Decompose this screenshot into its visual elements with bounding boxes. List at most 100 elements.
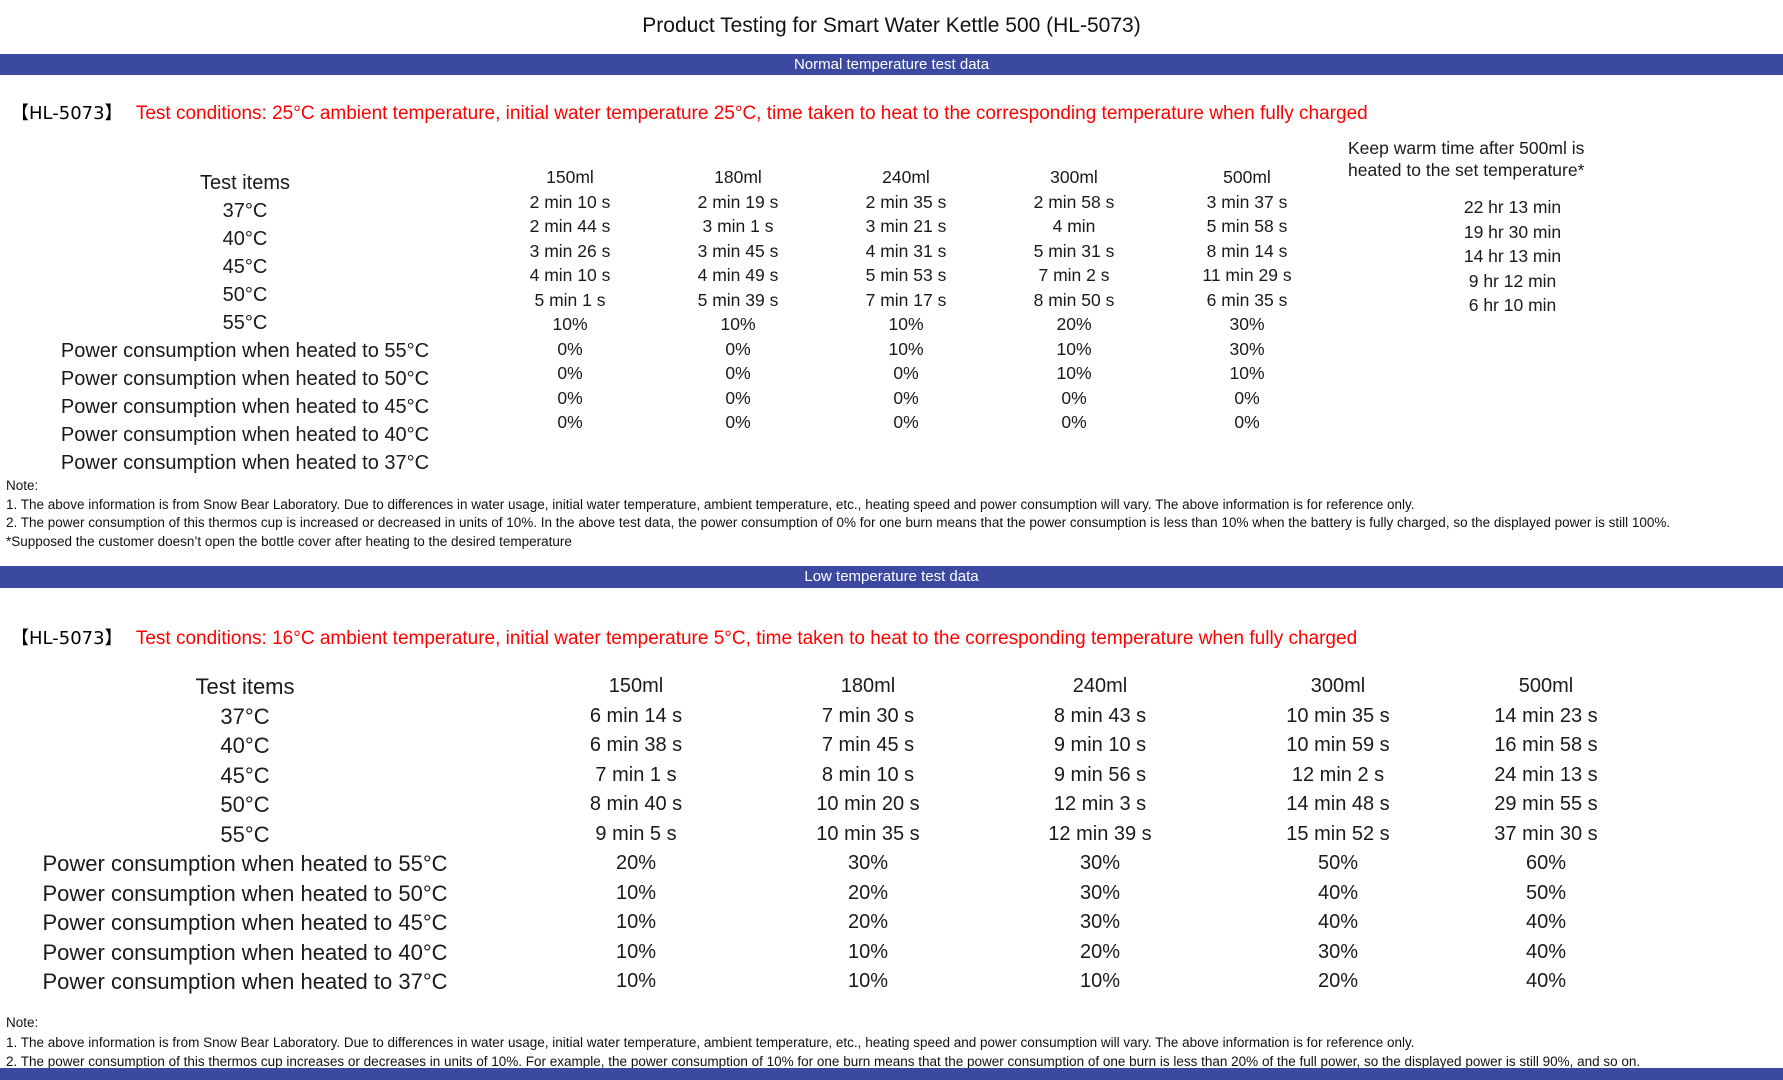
table-cell: 14 min 23 s bbox=[1494, 704, 1598, 727]
keep-warm-values: 22 hr 13 min 19 hr 30 min 14 hr 13 min 9… bbox=[1395, 195, 1630, 318]
page-title: Product Testing for Smart Water Kettle 5… bbox=[642, 14, 1141, 37]
table-cell: 10% bbox=[615, 881, 657, 904]
table2-label-55c: 55°C bbox=[220, 821, 270, 847]
table-cell: 2 min 19 s bbox=[697, 191, 779, 212]
table-cell: 0% bbox=[725, 387, 751, 408]
table-cell: 4 min 10 s bbox=[529, 265, 611, 285]
section1-model-tag: 【HL-5073】 bbox=[11, 103, 123, 124]
table-cell: 6 min 14 s bbox=[589, 704, 683, 727]
section1-conditions-line: 【HL-5073】 Test conditions: 25°C ambient … bbox=[11, 99, 1368, 125]
table-cell: 30% bbox=[1079, 852, 1121, 874]
table1-column-240ml: 240ml 2 min 35 s 3 min 21 s 4 min 31 s 5… bbox=[821, 165, 991, 435]
table1-label-power-55c: Power consumption when heated to 55°C bbox=[60, 340, 430, 362]
table-cell: 0% bbox=[1234, 412, 1260, 432]
table-cell: 10 min 35 s bbox=[1286, 704, 1390, 727]
table1-label-power-40c: Power consumption when heated to 40°C bbox=[60, 424, 430, 446]
table1-label-50c: 50°C bbox=[222, 284, 268, 306]
table-cell: 2 min 35 s bbox=[865, 191, 947, 212]
table-cell: 3 min 1 s bbox=[702, 216, 774, 236]
table-cell: 4 min bbox=[1052, 216, 1096, 236]
table-cell: 6 min 35 s bbox=[1206, 289, 1288, 310]
table-cell: 8 min 10 s bbox=[821, 763, 915, 786]
table-cell: 14 min 48 s bbox=[1286, 793, 1390, 815]
table-cell: 9 min 5 s bbox=[595, 822, 677, 845]
column-header: 150ml bbox=[608, 675, 664, 697]
column-header: 240ml bbox=[882, 167, 930, 187]
table-cell: 40% bbox=[1525, 911, 1567, 933]
table2-label-power-50c: Power consumption when heated to 50°C bbox=[42, 880, 448, 906]
table-cell: 20% bbox=[847, 881, 889, 904]
table1-label-40c: 40°C bbox=[222, 228, 268, 250]
table2-label-50c: 50°C bbox=[220, 792, 270, 817]
table-cell: 11 min 29 s bbox=[1202, 265, 1292, 285]
table2-label-power-40c: Power consumption when heated to 40°C bbox=[42, 939, 448, 965]
table-cell: 20% bbox=[615, 852, 657, 874]
notes-label: Note: bbox=[6, 478, 39, 493]
table-cell: 30% bbox=[847, 852, 889, 874]
table-cell: 10% bbox=[1079, 970, 1121, 992]
table-cell: 8 min 50 s bbox=[1033, 289, 1115, 310]
section2-conditions-line: 【HL-5073】 Test conditions: 16°C ambient … bbox=[11, 624, 1357, 650]
table-cell: 24 min 13 s bbox=[1494, 763, 1598, 786]
table-cell: 2 min 44 s bbox=[529, 216, 611, 236]
table2-column-300ml: 300ml 10 min 35 s 10 min 59 s 12 min 2 s… bbox=[1223, 672, 1453, 997]
table-cell: 10% bbox=[888, 314, 924, 334]
table2-label-40c: 40°C bbox=[220, 733, 270, 758]
table-cell: 0% bbox=[893, 387, 919, 408]
keep-warm-value: 22 hr 13 min bbox=[1463, 197, 1562, 217]
table-cell: 16 min 58 s bbox=[1494, 734, 1598, 756]
table-cell: 12 min 3 s bbox=[1053, 793, 1147, 815]
section2-model-tag: 【HL-5073】 bbox=[11, 628, 123, 649]
table-cell: 2 min 58 s bbox=[1033, 191, 1115, 212]
note-line: 2. The power consumption of this thermos… bbox=[6, 1054, 1641, 1069]
column-header: 240ml bbox=[1072, 675, 1128, 697]
table-cell: 40% bbox=[1525, 970, 1567, 992]
table-cell: 7 min 1 s bbox=[595, 763, 677, 786]
column-header: 180ml bbox=[840, 675, 896, 697]
table-cell: 7 min 30 s bbox=[821, 704, 915, 727]
table-cell: 8 min 14 s bbox=[1206, 240, 1288, 261]
note-line: 1. The above information is from Snow Be… bbox=[6, 496, 1415, 512]
section1-banner: Normal temperature test data bbox=[0, 54, 1783, 75]
table2-label-power-37c: Power consumption when heated to 37°C bbox=[42, 969, 448, 994]
table-cell: 10 min 59 s bbox=[1286, 734, 1390, 756]
table-cell: 10% bbox=[1056, 363, 1092, 383]
table1-row-labels: Test items 37°C 40°C 45°C 50°C 55°C Powe… bbox=[30, 169, 460, 477]
note-line: *Supposed the customer doesn’t open the … bbox=[6, 533, 572, 549]
table-cell: 10 min 35 s bbox=[816, 822, 920, 845]
table-cell: 20% bbox=[847, 911, 889, 933]
table2-row-labels: Test items 37°C 40°C 45°C 50°C 55°C Powe… bbox=[0, 672, 490, 997]
table-cell: 8 min 43 s bbox=[1053, 704, 1147, 727]
table-cell: 60% bbox=[1525, 852, 1567, 874]
keep-warm-header: Keep warm time after 500ml is heated to … bbox=[1348, 137, 1584, 181]
table2-label-power-45c: Power consumption when heated to 45°C bbox=[42, 910, 448, 935]
table-cell: 20% bbox=[1079, 940, 1121, 963]
table-cell: 12 min 39 s bbox=[1048, 822, 1152, 845]
table2-label-37c: 37°C bbox=[220, 703, 270, 729]
column-header: 500ml bbox=[1223, 167, 1271, 187]
table1-label-power-50c: Power consumption when heated to 50°C bbox=[60, 368, 430, 390]
table-cell: 2 min 10 s bbox=[529, 191, 611, 212]
table1-column-180ml: 180ml 2 min 19 s 3 min 1 s 3 min 45 s 4 … bbox=[653, 165, 823, 435]
table-cell: 0% bbox=[557, 338, 583, 359]
table2-column-180ml: 180ml 7 min 30 s 7 min 45 s 8 min 10 s 1… bbox=[753, 672, 983, 997]
section2-conditions-text: Test conditions: 16°C ambient temperatur… bbox=[135, 628, 1358, 649]
table-cell: 10% bbox=[615, 940, 657, 963]
table1-label-45c: 45°C bbox=[222, 256, 268, 278]
table-cell: 0% bbox=[893, 363, 919, 383]
table-cell: 9 min 10 s bbox=[1053, 734, 1147, 756]
note-line: 1. The above information is from Snow Be… bbox=[6, 1034, 1415, 1050]
table-cell: 29 min 55 s bbox=[1494, 793, 1598, 815]
table-cell: 20% bbox=[1317, 970, 1359, 992]
table1-label-37c: 37°C bbox=[222, 200, 268, 222]
section1-conditions-text: Test conditions: 25°C ambient temperatur… bbox=[135, 103, 1368, 124]
keep-warm-value: 19 hr 30 min bbox=[1463, 221, 1562, 242]
table-cell: 10% bbox=[552, 314, 588, 334]
column-header: 180ml bbox=[714, 167, 762, 187]
keep-warm-value: 9 hr 12 min bbox=[1468, 270, 1557, 291]
table-cell: 20% bbox=[1056, 314, 1092, 334]
table-cell: 50% bbox=[1317, 852, 1359, 874]
keep-warm-header-line1: Keep warm time after 500ml is bbox=[1348, 138, 1585, 158]
table-cell: 3 min 26 s bbox=[529, 240, 611, 261]
table-cell: 7 min 17 s bbox=[865, 289, 947, 310]
